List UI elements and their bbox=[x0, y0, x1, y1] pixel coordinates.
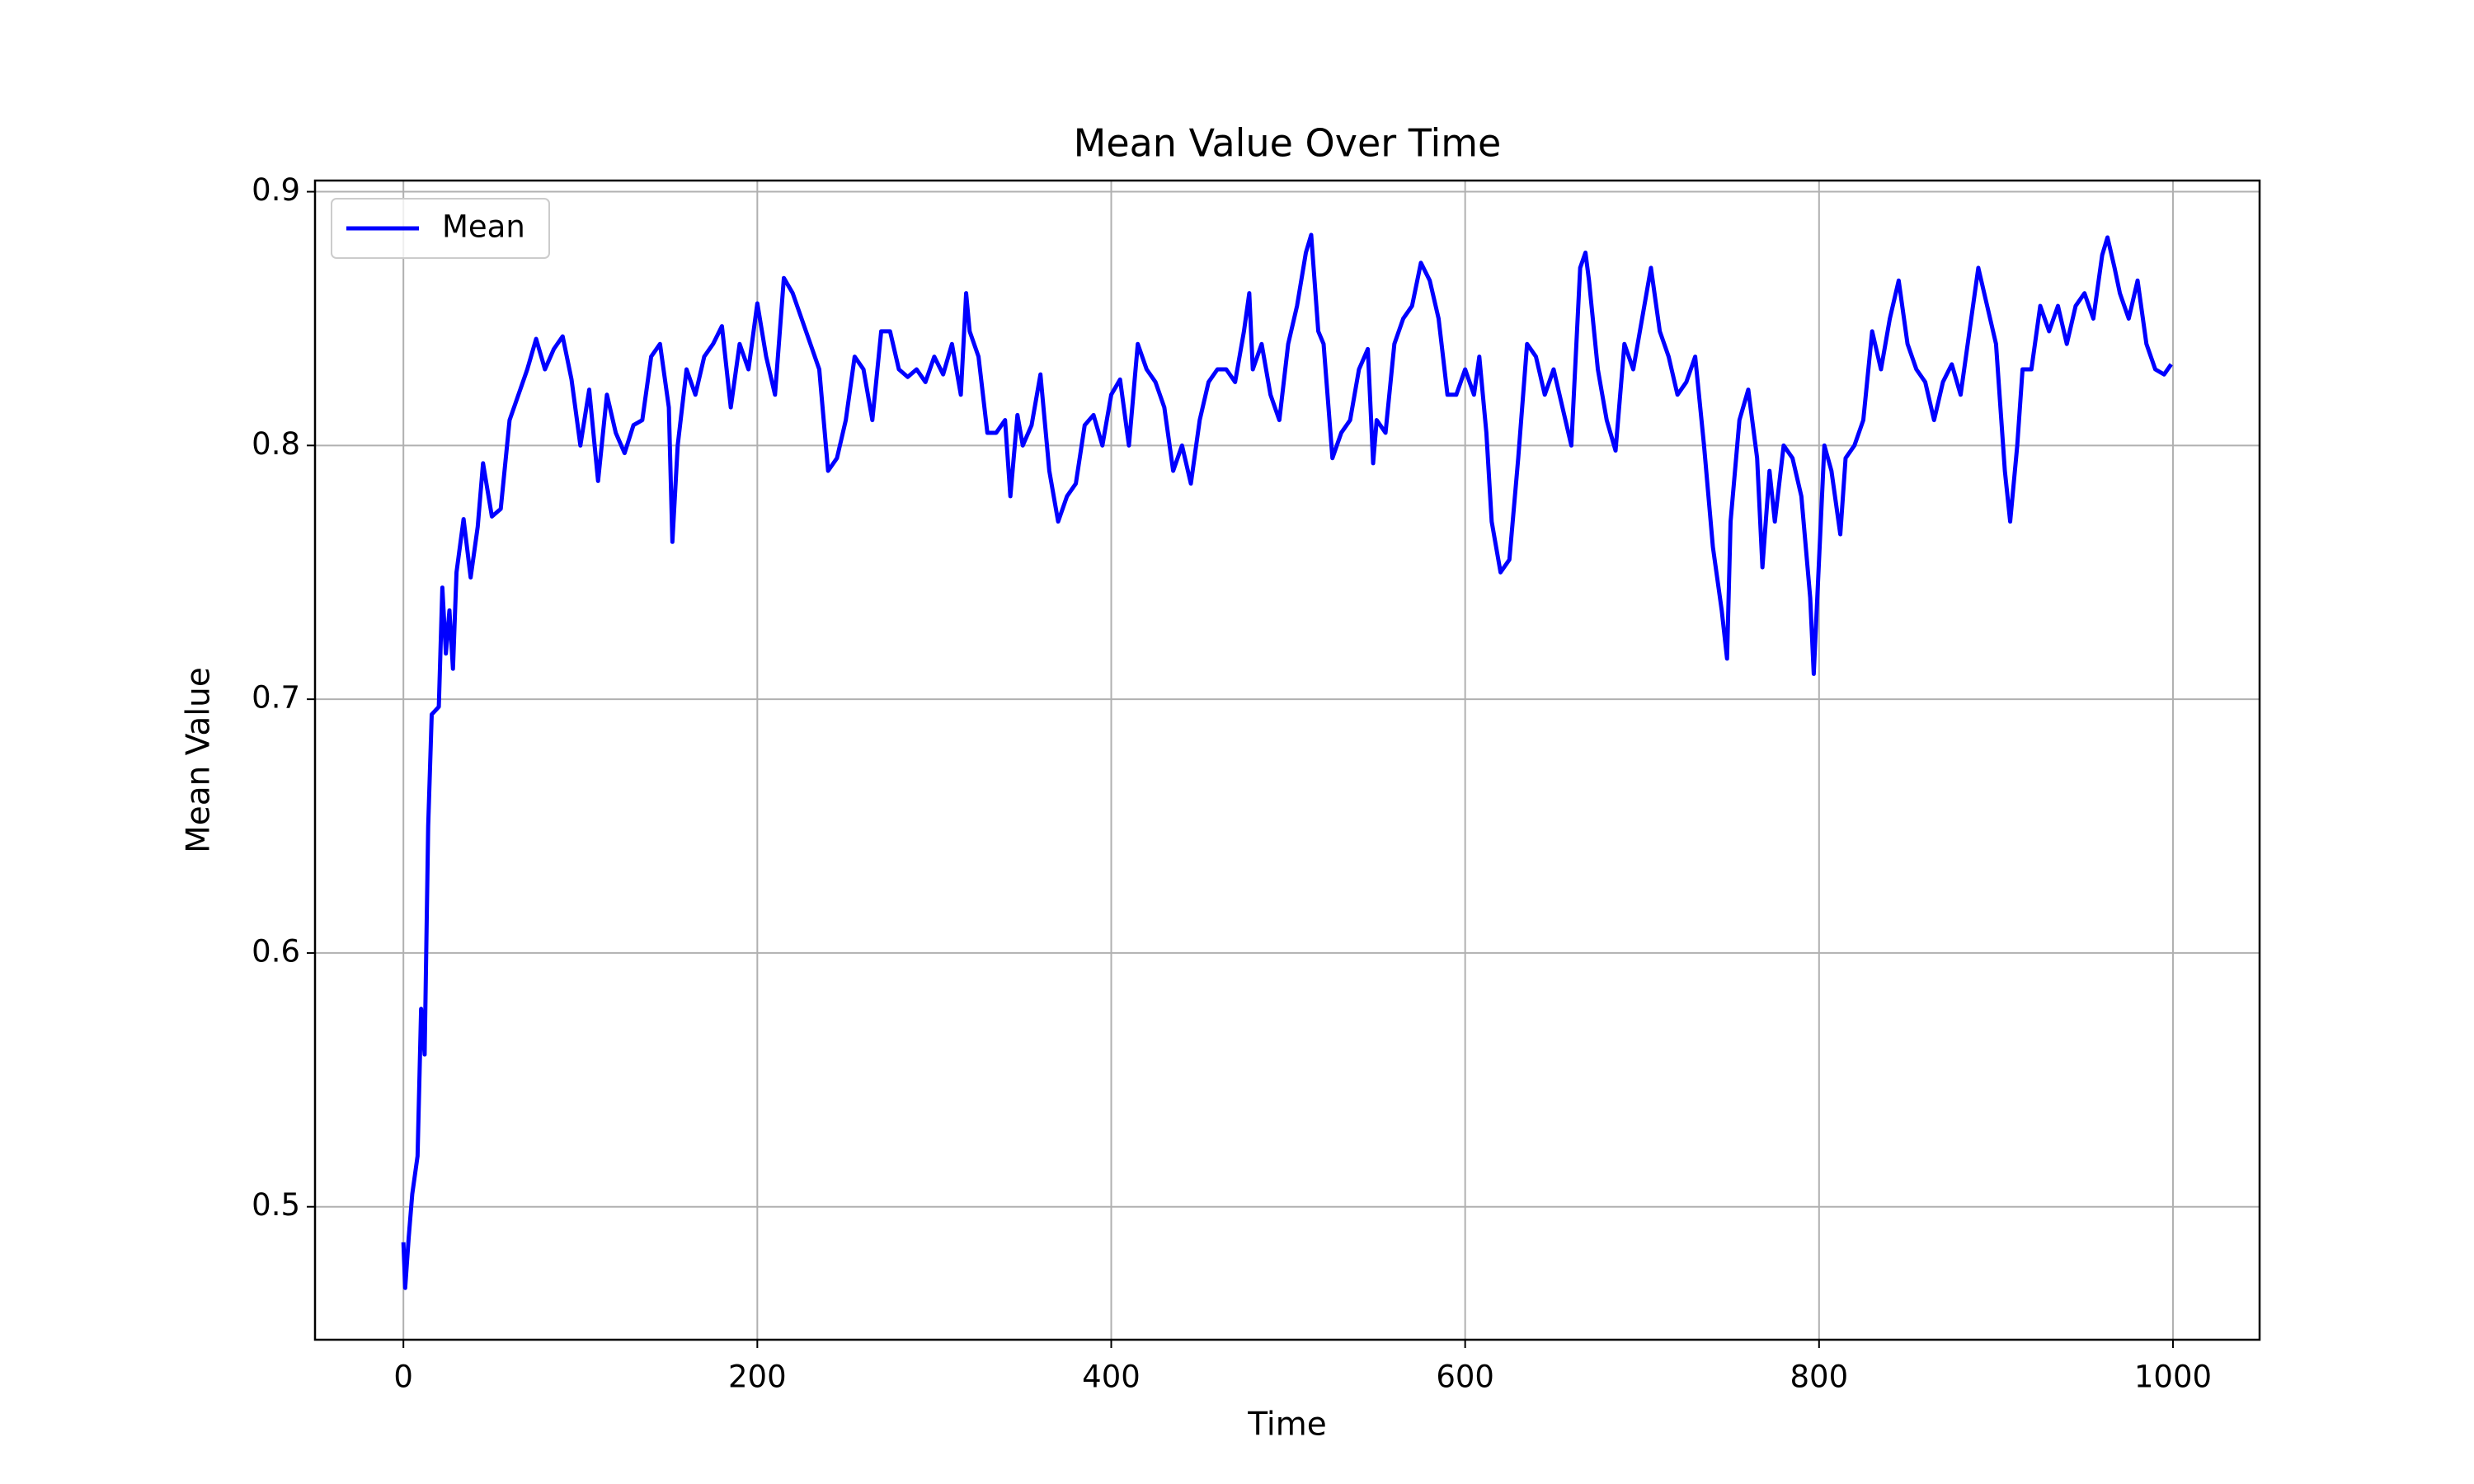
y-tick-label: 0.8 bbox=[252, 426, 300, 462]
data-line bbox=[401, 232, 2173, 1290]
x-tick-label: 200 bbox=[728, 1360, 787, 1395]
y-tick-label: 0.5 bbox=[252, 1187, 300, 1223]
x-tick-label: 0 bbox=[393, 1360, 413, 1395]
x-axis-label: Time bbox=[1247, 1407, 1326, 1444]
x-tick-label: 1000 bbox=[2134, 1360, 2212, 1395]
chart-title: Mean Value Over Time bbox=[1074, 121, 1502, 166]
y-tick-label: 0.7 bbox=[252, 680, 300, 716]
y-tick-label: 0.6 bbox=[252, 933, 300, 969]
axes-frame bbox=[313, 179, 2261, 1341]
legend-label: Mean bbox=[442, 209, 525, 245]
legend-box bbox=[331, 198, 550, 259]
y-tick-label: 0.9 bbox=[252, 172, 300, 208]
x-tick-label: 600 bbox=[1436, 1360, 1494, 1395]
x-tick-label: 400 bbox=[1082, 1360, 1141, 1395]
x-tick-label: 800 bbox=[1790, 1360, 1848, 1395]
y-axis-label: Mean Value bbox=[181, 667, 218, 853]
